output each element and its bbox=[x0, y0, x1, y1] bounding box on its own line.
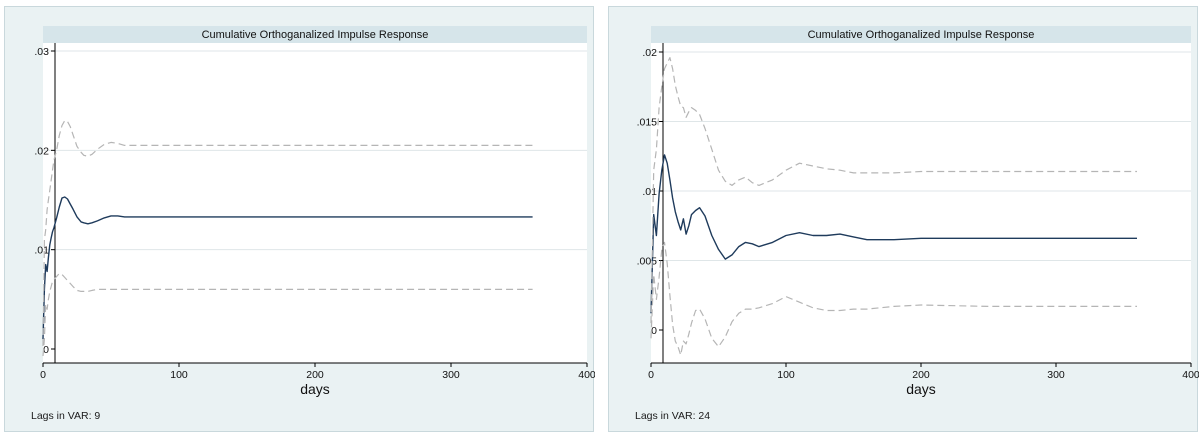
y-tick-label: 0 bbox=[651, 325, 657, 337]
lags-note-right: Lags in VAR: 24 bbox=[635, 410, 711, 422]
y-tick-label: .02 bbox=[642, 47, 657, 59]
right-ci-upper-line bbox=[650, 56, 1137, 324]
y-tick-label: .01 bbox=[642, 186, 657, 198]
x-tick-label: 400 bbox=[1182, 369, 1199, 381]
right-ci-lower-line bbox=[650, 241, 1137, 356]
x-axis-title: days bbox=[906, 381, 936, 397]
right-irf-line bbox=[650, 154, 1137, 314]
irf-chart-right: Cumulative Orthoganalized Impulse Respon… bbox=[637, 26, 1199, 397]
plot-area bbox=[43, 26, 587, 363]
chart-panel-right: Cumulative Orthoganalized Impulse Respon… bbox=[608, 6, 1199, 432]
y-tick-label: .03 bbox=[34, 46, 49, 58]
y-tick-label: .015 bbox=[637, 117, 658, 129]
plot-area bbox=[651, 26, 1191, 363]
x-tick-label: 300 bbox=[1047, 369, 1065, 381]
x-tick-label: 100 bbox=[170, 369, 188, 381]
title-strip bbox=[43, 26, 587, 43]
x-tick-label: 300 bbox=[442, 369, 460, 381]
chart-title: Cumulative Orthoganalized Impulse Respon… bbox=[808, 29, 1035, 41]
x-tick-label: 100 bbox=[777, 369, 795, 381]
y-tick-label: .005 bbox=[637, 256, 658, 268]
y-tick-label: .02 bbox=[34, 145, 49, 157]
irf-chart-left: Cumulative Orthoganalized Impulse Respon… bbox=[34, 26, 595, 397]
chart-panel-left: Cumulative Orthoganalized Impulse Respon… bbox=[4, 6, 595, 432]
x-axis-title: days bbox=[300, 381, 330, 397]
x-tick-label: 400 bbox=[578, 369, 595, 381]
left-ci-upper-line bbox=[42, 119, 533, 347]
y-tick-label: 0 bbox=[43, 344, 49, 356]
x-tick-label: 200 bbox=[912, 369, 930, 381]
y-tick-label: .01 bbox=[34, 245, 49, 257]
x-tick-label: 200 bbox=[306, 369, 324, 381]
lags-note-left: Lags in VAR: 9 bbox=[31, 410, 101, 422]
chart-title: Cumulative Orthoganalized Impulse Respon… bbox=[202, 29, 429, 41]
x-tick-label: 0 bbox=[40, 369, 46, 381]
x-tick-label: 0 bbox=[648, 369, 654, 381]
left-ci-lower-line bbox=[42, 272, 533, 357]
left-irf-line bbox=[42, 196, 533, 340]
title-strip bbox=[651, 26, 1191, 43]
